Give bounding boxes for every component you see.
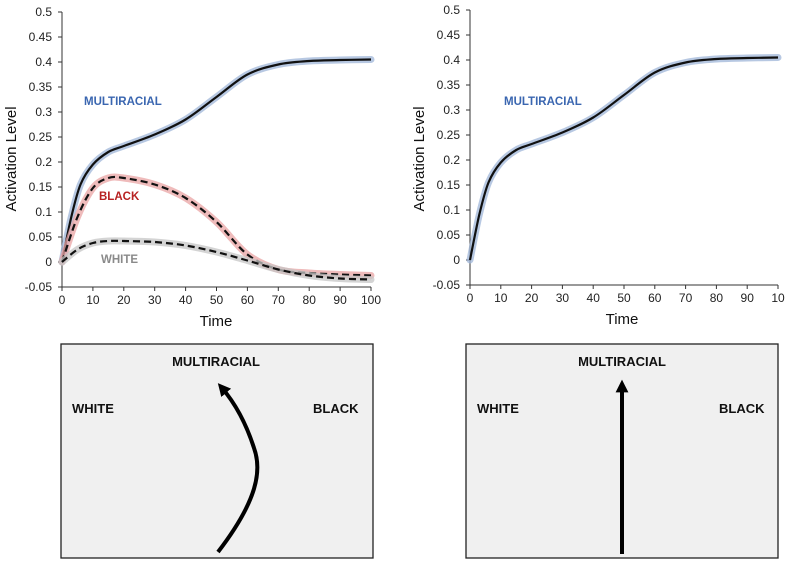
- x-tick-label: 10: [771, 291, 785, 305]
- x-tick-label: 90: [741, 291, 755, 305]
- y-tick-label: 0.5: [443, 3, 460, 17]
- series-halo-multiracial: [466, 54, 782, 264]
- panel-top-label: MULTIRACIAL: [578, 354, 666, 369]
- y-tick-label: 0.15: [29, 180, 53, 194]
- x-tick-label: 30: [556, 291, 570, 305]
- x-tick-label: 90: [333, 293, 347, 307]
- series-line-black: [60, 175, 372, 277]
- x-tick-label: 60: [241, 293, 255, 307]
- y-tick-label: 0.15: [437, 178, 461, 192]
- y-tick-label: 0.3: [443, 103, 460, 117]
- y-axis-title: Activation Level: [411, 106, 428, 211]
- y-tick-label: 0.05: [437, 228, 461, 242]
- y-axis-title: Activation Level: [3, 106, 20, 211]
- y-tick-label: 0.2: [443, 153, 460, 167]
- y-tick-label: 0.2: [35, 155, 52, 169]
- x-axis-title: Time: [606, 311, 639, 328]
- x-axis-title: Time: [200, 313, 233, 330]
- panel-left-label: WHITE: [477, 401, 519, 416]
- y-tick-label: 0.4: [35, 55, 52, 69]
- panel-top-label: MULTIRACIAL: [172, 354, 260, 369]
- x-tick-label: 40: [179, 293, 193, 307]
- series-line-multiracial: [60, 58, 372, 263]
- trajectory-panel-curved: MULTIRACIAL WHITE BLACK: [60, 343, 374, 559]
- y-tick-label: 0.25: [29, 130, 53, 144]
- x-tick-label: 80: [303, 293, 317, 307]
- x-tick-label: 70: [272, 293, 286, 307]
- y-tick-label: -0.05: [25, 280, 53, 294]
- panel-frame: [60, 343, 374, 559]
- y-tick-label: 0: [453, 253, 460, 267]
- x-tick-label: 0: [467, 291, 474, 305]
- y-tick-label: 0.5: [35, 5, 52, 19]
- x-tick-label: 20: [117, 293, 131, 307]
- y-tick-label: 0.45: [29, 30, 53, 44]
- series-halo-multiracial: [58, 56, 375, 266]
- y-tick-label: 0.05: [29, 230, 53, 244]
- x-tick-label: 70: [679, 291, 693, 305]
- trajectory-panel-straight: MULTIRACIAL WHITE BLACK: [465, 343, 779, 559]
- x-tick-label: 10: [86, 293, 100, 307]
- y-tick-label: 0.25: [437, 128, 461, 142]
- series-line-white: [61, 239, 372, 281]
- y-tick-label: 0.1: [35, 205, 52, 219]
- x-tick-label: 50: [617, 291, 631, 305]
- x-tick-label: 20: [525, 291, 539, 305]
- y-tick-label: 0.4: [443, 53, 460, 67]
- series-label-multiracial: MULTIRACIAL: [84, 96, 162, 108]
- panel-right-label: BLACK: [719, 401, 765, 416]
- chart-left: Activation Level Time -0.05 0 0.05 0.1 0.15 0…: [3, 5, 381, 330]
- x-tick-label: 100: [361, 293, 381, 307]
- x-tick-label: 80: [710, 291, 724, 305]
- y-tick-label: -0.05: [433, 278, 461, 292]
- x-tick-label: 50: [210, 293, 224, 307]
- series-label-multiracial: MULTIRACIAL: [504, 96, 582, 108]
- y-tick-label: 0: [45, 255, 52, 269]
- series-label-black: BLACK: [99, 191, 140, 203]
- y-tick-label: 0.35: [29, 80, 53, 94]
- panel-right-label: BLACK: [313, 401, 359, 416]
- chart-right: Activation Level Time -0.05 0 0.05 0.1 0.15 0…: [411, 3, 785, 328]
- x-tick-label: 0: [59, 293, 66, 307]
- series-label-white: WHITE: [101, 254, 138, 266]
- trajectory-arrow: [216, 383, 260, 554]
- y-tick-label: 0.45: [437, 28, 461, 42]
- panel-left-label: WHITE: [72, 401, 114, 416]
- x-tick-label: 60: [648, 291, 662, 305]
- x-tick-label: 40: [587, 291, 601, 305]
- y-tick-label: 0.35: [437, 78, 461, 92]
- series-line-multiracial: [468, 56, 779, 261]
- y-tick-label: 0.3: [35, 105, 52, 119]
- x-tick-label: 30: [148, 293, 162, 307]
- y-tick-label: 0.1: [443, 203, 460, 217]
- x-tick-label: 10: [494, 291, 508, 305]
